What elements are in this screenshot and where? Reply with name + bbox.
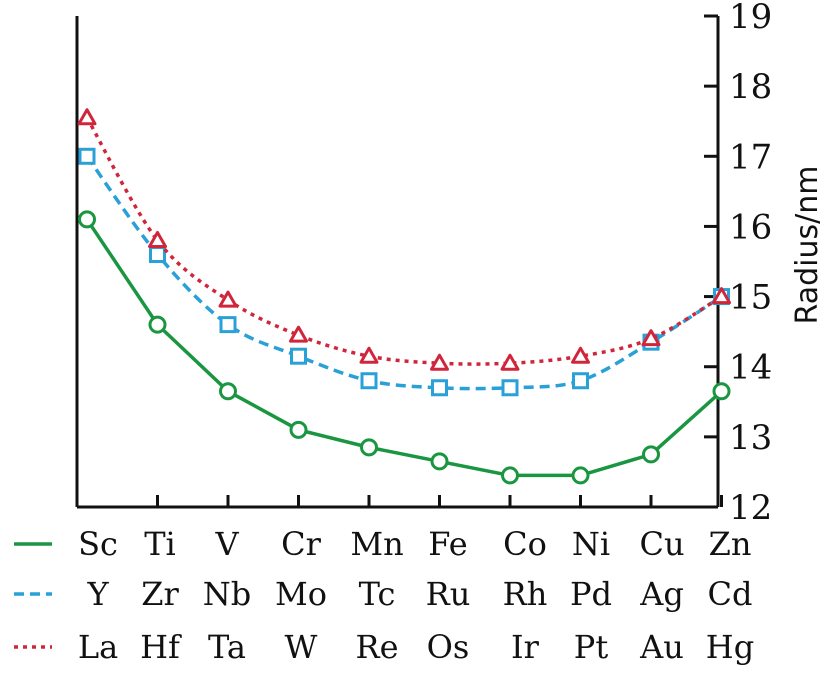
data-point [78,210,96,229]
data-point [359,346,379,364]
series-1 [78,210,731,485]
data-point [360,372,378,390]
category-label: La [78,628,118,666]
category-label: Re [355,628,398,666]
series-layer [77,108,731,485]
data-point [77,108,97,126]
data-point [219,382,237,401]
series-line [85,218,723,478]
data-point [712,287,731,305]
y-ticks: 12 13 14 15 16 17 18 19 [704,0,772,528]
category-label: Ti [144,525,176,563]
category-label: Pd [570,575,612,613]
y-tick-label: 17 [729,137,772,177]
y-tick-label: 12 [729,488,772,528]
plot-frame [75,16,720,509]
data-point [78,147,96,165]
data-point [712,382,731,401]
data-point [148,315,167,334]
y-tick-label: 18 [729,67,772,107]
category-label: Mn [350,525,403,563]
category-label: Nb [203,575,251,613]
category-label: Au [639,628,684,666]
category-label: Ir [511,628,540,666]
category-label: Pt [574,628,609,666]
data-point [501,379,519,397]
category-label: Ru [426,575,471,613]
legend [14,542,52,649]
category-label: Co [503,525,547,563]
category-label: Fe [428,525,467,563]
category-label: Mo [275,575,327,613]
y-tick-label: 15 [729,278,772,318]
category-label: Zr [141,575,179,613]
category-label: Cr [281,525,321,563]
category-label: Ag [639,575,684,613]
data-point [360,438,378,457]
category-label: Sc [78,525,118,563]
data-point [501,466,519,485]
category-label: Ni [572,525,610,563]
y-axis-title: Radius/nm [790,166,825,325]
data-point [219,316,237,334]
category-label: V [214,525,239,563]
data-point [430,452,449,471]
data-point [149,245,166,263]
data-point [218,290,238,308]
category-label: Cu [639,525,684,563]
category-label: Rh [503,575,548,613]
data-point [430,353,449,371]
series-3 [77,108,731,371]
series-line [85,116,723,366]
y-tick-label: 14 [729,348,772,388]
category-label: Os [427,628,470,666]
category-label: Hf [140,628,182,666]
data-point [500,353,520,371]
category-label: W [285,628,318,666]
y-tick-label: 19 [729,0,772,37]
category-label: Tc [359,575,396,613]
category-label: Zn [709,525,752,563]
category-label: Cd [708,575,753,613]
data-point [641,329,661,347]
y-tick-label: 16 [729,207,772,247]
category-labels: Sc Ti V Cr Mn Fe Co Ni Cu Zn Y Zr Nb Mo Tc Ru Rh Pd Ag Cd La… [78,525,754,666]
x-ticks [156,495,723,507]
data-point [289,325,308,343]
data-point [571,466,590,485]
data-point [431,379,448,397]
series-line [85,155,723,391]
data-point [642,445,660,464]
data-point [148,230,167,248]
data-point [290,347,307,365]
series-2 [78,147,730,397]
category-label: Y [86,575,109,613]
data-point [572,372,589,390]
category-label: Ta [208,628,246,666]
y-tick-label: 13 [729,418,772,458]
category-label: Hg [706,628,754,666]
data-point [571,346,590,364]
data-point [289,420,308,439]
